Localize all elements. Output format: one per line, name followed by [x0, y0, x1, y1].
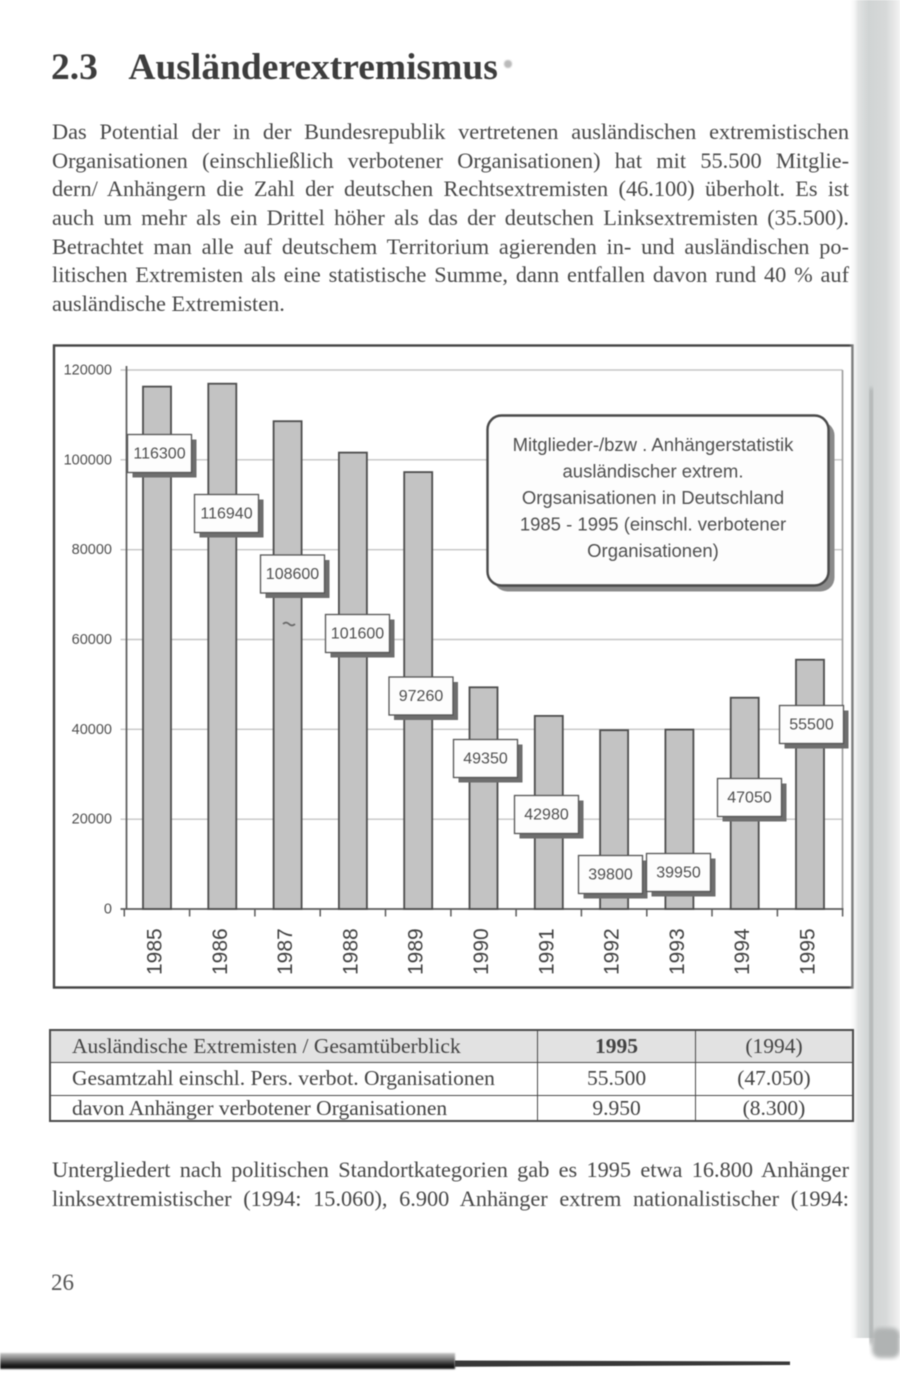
svg-text:1990: 1990	[470, 928, 493, 975]
svg-text:1988: 1988	[339, 928, 362, 975]
svg-text:1994: 1994	[731, 928, 754, 975]
svg-text:0: 0	[104, 902, 112, 918]
svg-text:60000: 60000	[72, 632, 112, 648]
svg-text:39800: 39800	[588, 867, 633, 884]
svg-text:1989: 1989	[405, 928, 428, 975]
svg-text:1985 - 1995 (einschl. verboten: 1985 - 1995 (einschl. verbotener	[520, 514, 786, 535]
svg-text:1987: 1987	[274, 928, 297, 975]
svg-text:40000: 40000	[72, 722, 112, 738]
svg-text:120000: 120000	[64, 363, 112, 379]
svg-text:1991: 1991	[535, 928, 558, 975]
svg-text:47050: 47050	[727, 790, 772, 807]
svg-text:39950: 39950	[656, 865, 701, 882]
svg-text:80000: 80000	[72, 542, 112, 558]
svg-text:97260: 97260	[399, 688, 444, 705]
svg-text:101600: 101600	[331, 626, 384, 643]
svg-text:55500: 55500	[789, 717, 834, 734]
svg-text:ausländischer extrem.: ausländischer extrem.	[563, 461, 744, 482]
svg-text:1995: 1995	[797, 928, 820, 975]
svg-text:116940: 116940	[200, 506, 252, 523]
svg-text:49350: 49350	[463, 751, 508, 768]
svg-text:116300: 116300	[133, 446, 185, 463]
svg-text:1985: 1985	[144, 928, 167, 975]
svg-text:Orgsanisationen in Deutschland: Orgsanisationen in Deutschland	[522, 487, 784, 508]
svg-text:100000: 100000	[64, 452, 112, 468]
svg-text:1986: 1986	[209, 928, 232, 975]
svg-text:20000: 20000	[72, 812, 112, 828]
svg-text:1992: 1992	[601, 928, 624, 975]
svg-text:42980: 42980	[524, 807, 569, 824]
svg-text:Mitglieder-/bzw . Anhängerstat: Mitglieder-/bzw . Anhängerstatistik	[513, 434, 794, 455]
svg-text:Organisationen): Organisationen)	[587, 540, 719, 561]
svg-text:108600: 108600	[266, 566, 319, 583]
svg-text:1993: 1993	[666, 928, 689, 975]
